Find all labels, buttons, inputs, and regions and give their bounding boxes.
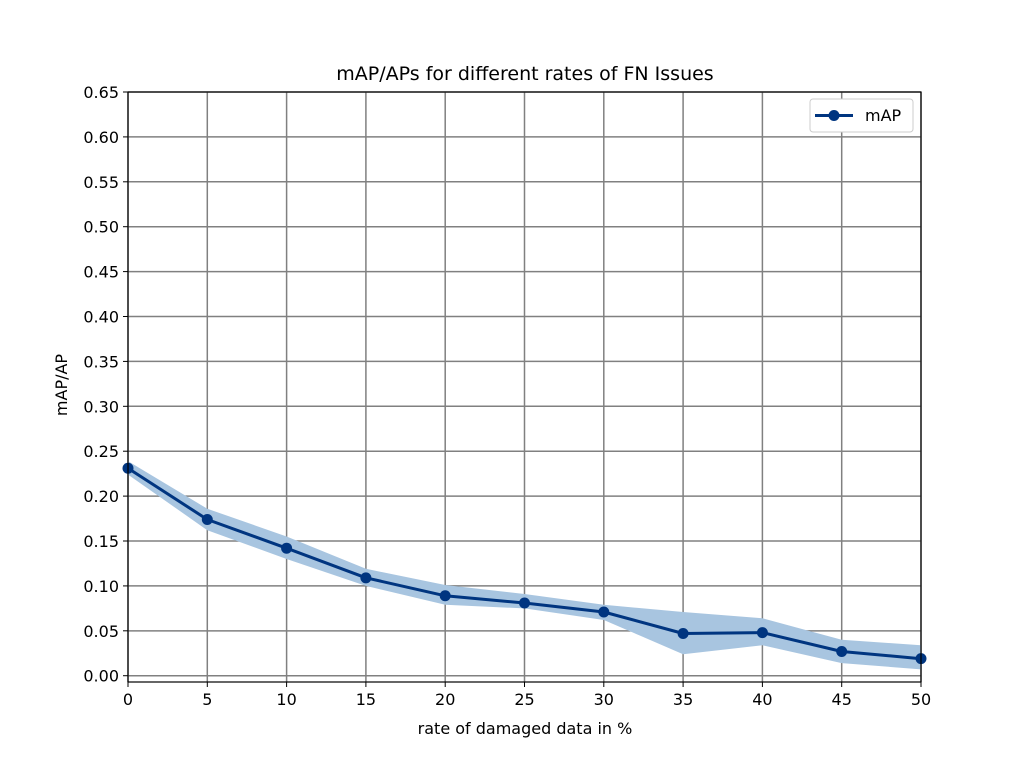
x-tick-label: 0 <box>123 690 133 709</box>
y-tick-label: 0.35 <box>83 352 119 371</box>
y-tick-label: 0.60 <box>83 128 119 147</box>
y-tick-label: 0.65 <box>83 83 119 102</box>
x-tick-label: 25 <box>514 690 534 709</box>
data-point <box>519 597 530 609</box>
y-tick-label: 0.05 <box>83 622 119 641</box>
axis-ticks: 0 5 10 15 20 25 30 35 40 45 50 0.00 0.05 0.10 0.15 0.20… <box>83 83 931 709</box>
x-axis-label: rate of damaged data in % <box>418 719 633 738</box>
chart-title: mAP/APs for different rates of FN Issues <box>336 63 713 85</box>
confidence-band-area <box>128 461 921 670</box>
legend-box <box>809 98 914 133</box>
legend-entry-label: mAP <box>865 106 902 125</box>
data-point <box>598 606 610 618</box>
y-tick-label: 0.20 <box>83 487 119 506</box>
y-tick-label: 0.15 <box>83 532 119 551</box>
data-point <box>756 627 768 639</box>
data-point <box>677 628 689 640</box>
data-point <box>836 645 848 657</box>
x-tick-label: 45 <box>832 690 852 709</box>
x-tick-label: 15 <box>356 690 376 709</box>
y-tick-label: 0.55 <box>83 173 119 192</box>
x-tick-label: 20 <box>435 690 455 709</box>
x-tick-label: 50 <box>911 690 931 709</box>
data-point <box>281 542 293 554</box>
data-point <box>201 513 213 525</box>
confidence-band <box>128 461 921 670</box>
y-tick-label: 0.10 <box>83 577 119 596</box>
x-tick-label: 35 <box>673 690 693 709</box>
y-tick-label: 0.40 <box>83 308 119 327</box>
y-axis-label: mAP/AP <box>52 354 71 417</box>
data-point <box>360 572 372 584</box>
y-tick-label: 0.30 <box>83 397 119 416</box>
series-markers <box>122 462 927 665</box>
x-tick-label: 10 <box>276 690 296 709</box>
y-tick-label: 0.00 <box>83 667 119 686</box>
x-tick-label: 30 <box>594 690 614 709</box>
x-tick-label: 40 <box>752 690 772 709</box>
y-tick-label: 0.25 <box>83 442 119 461</box>
y-tick-label: 0.50 <box>83 218 119 237</box>
y-tick-label: 0.45 <box>83 263 119 282</box>
x-tick-label: 5 <box>202 690 212 709</box>
legend-marker-swatch <box>828 110 840 121</box>
data-point <box>439 590 451 602</box>
legend: mAP <box>809 98 914 133</box>
